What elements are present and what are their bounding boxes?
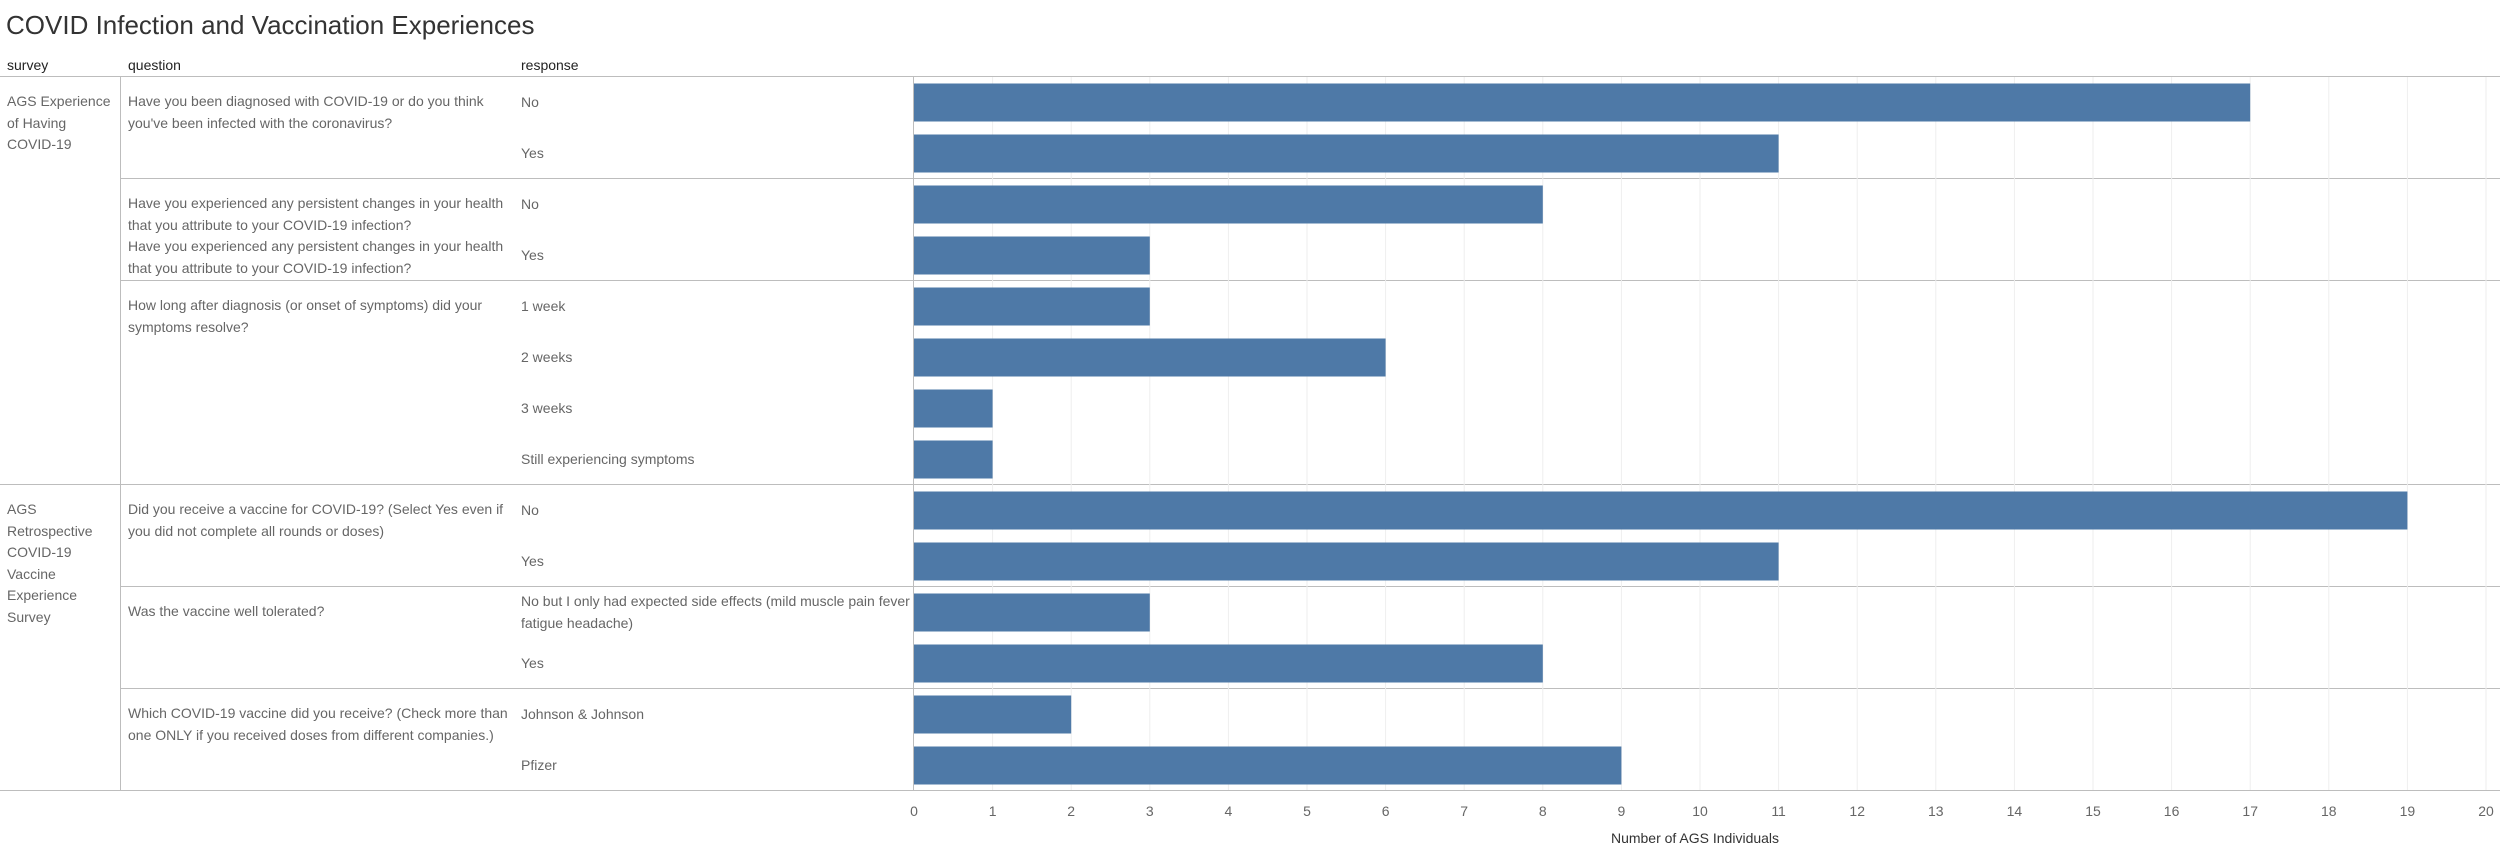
- response-label-12: Yes: [521, 655, 544, 671]
- table-bottom-border: [0, 790, 2500, 791]
- x-tick-label: 15: [2085, 803, 2101, 819]
- bar[interactable]: [914, 134, 1779, 173]
- x-tick-label: 3: [1146, 803, 1154, 819]
- x-tick-label: 9: [1618, 803, 1626, 819]
- x-tick-label: 10: [1692, 803, 1708, 819]
- x-tick-label: 19: [2400, 803, 2416, 819]
- bar[interactable]: [914, 491, 2408, 530]
- x-tick-label: 1: [989, 803, 997, 819]
- response-label-11: No but I only had expected side effects …: [521, 593, 910, 631]
- response-label-9: No: [521, 502, 539, 518]
- response-label-1: No: [521, 94, 539, 110]
- response-label-3: No: [521, 196, 539, 212]
- response-label-4: Yes: [521, 247, 544, 263]
- x-tick-label: 16: [2164, 803, 2180, 819]
- response-label-7: 3 weeks: [521, 400, 573, 416]
- bar[interactable]: [914, 236, 1150, 275]
- x-tick-label: 2: [1067, 803, 1075, 819]
- bar[interactable]: [914, 695, 1072, 734]
- bar[interactable]: [914, 593, 1150, 632]
- bar[interactable]: [914, 83, 2251, 122]
- x-tick-label: 17: [2242, 803, 2258, 819]
- survey-column-header: survey: [7, 57, 49, 73]
- question-label-5: Did you receive a vaccine for COVID-19? …: [128, 501, 504, 539]
- question-label-4: How long after diagnosis (or onset of sy…: [128, 297, 483, 335]
- survey-column-separator: [120, 77, 121, 790]
- question-label-2: Have you experienced any persistent chan…: [128, 195, 504, 233]
- x-tick-label: 6: [1382, 803, 1390, 819]
- bar[interactable]: [914, 185, 1543, 224]
- survey-label-2: AGS Retrospective COVID-19 Vaccine Exper…: [7, 501, 93, 625]
- response-column-header: response: [521, 57, 579, 73]
- x-tick-label: 8: [1539, 803, 1547, 819]
- header-divider: [0, 76, 2500, 77]
- chart-title: COVID Infection and Vaccination Experien…: [6, 10, 535, 40]
- bar[interactable]: [914, 644, 1543, 683]
- bar[interactable]: [914, 746, 1622, 785]
- x-tick-label: 4: [1225, 803, 1233, 819]
- question-label-3: Have you experienced any persistent chan…: [128, 238, 504, 276]
- response-label-14: Pfizer: [521, 757, 557, 773]
- question-column-header: question: [128, 57, 181, 73]
- bar[interactable]: [914, 389, 993, 428]
- x-tick-label: 0: [910, 803, 918, 819]
- response-label-5: 1 week: [521, 298, 566, 314]
- question-label-6: Was the vaccine well tolerated?: [128, 603, 325, 619]
- x-axis-title: Number of AGS Individuals: [1611, 830, 1779, 846]
- x-tick-label: 18: [2321, 803, 2337, 819]
- survey-divider: [0, 484, 2500, 485]
- question-divider-4: [121, 688, 2500, 689]
- x-tick-label: 14: [2007, 803, 2023, 819]
- chart-pane-separator: [913, 77, 914, 790]
- bar[interactable]: [914, 440, 993, 479]
- x-tick-label: 13: [1928, 803, 1944, 819]
- response-label-13: Johnson & Johnson: [521, 706, 644, 722]
- response-label-2: Yes: [521, 145, 544, 161]
- x-tick-label: 5: [1303, 803, 1311, 819]
- x-tick-label: 12: [1849, 803, 1865, 819]
- bar[interactable]: [914, 542, 1779, 581]
- question-label-7: Which COVID-19 vaccine did you receive? …: [128, 705, 508, 743]
- question-divider-1: [121, 178, 2500, 179]
- response-label-8: Still experiencing symptoms: [521, 451, 695, 467]
- bar[interactable]: [914, 287, 1150, 326]
- survey-label-1: AGS Experience of Having COVID-19: [7, 93, 111, 152]
- response-label-6: 2 weeks: [521, 349, 573, 365]
- x-tick-label: 20: [2478, 803, 2494, 819]
- x-tick-label: 7: [1460, 803, 1468, 819]
- response-label-10: Yes: [521, 553, 544, 569]
- bar[interactable]: [914, 338, 1386, 377]
- question-label-1: Have you been diagnosed with COVID-19 or…: [128, 93, 484, 131]
- question-divider-2: [121, 280, 2500, 281]
- question-divider-3: [121, 586, 2500, 587]
- x-tick-label: 11: [1771, 803, 1786, 819]
